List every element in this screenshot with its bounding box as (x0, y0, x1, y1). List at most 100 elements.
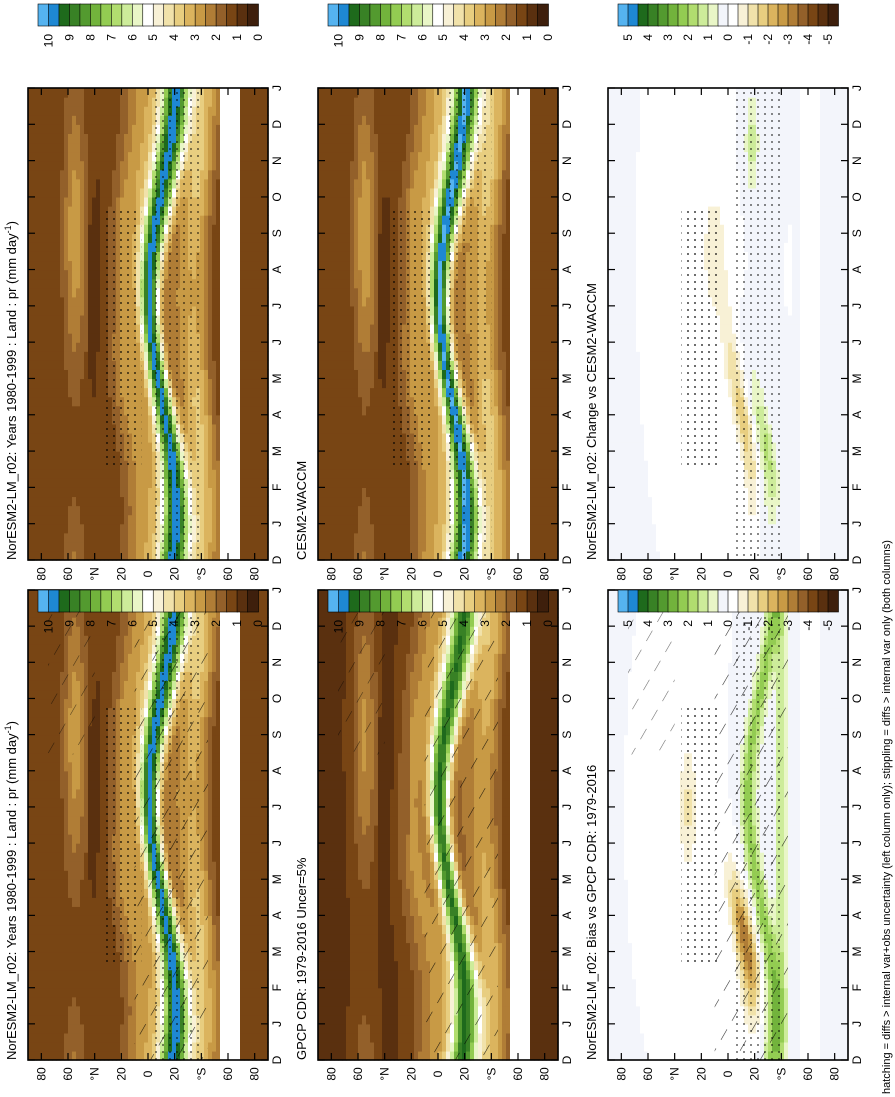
field-cell (44, 978, 49, 989)
panel-title-sup: -1 (3, 725, 13, 733)
field-cell (36, 1005, 41, 1016)
field-cell (36, 671, 41, 681)
field-cell (120, 469, 125, 479)
field-cell (80, 387, 85, 398)
field-cell (72, 888, 77, 898)
field-cell (240, 906, 245, 916)
field-cell (116, 106, 121, 116)
field-cell (132, 671, 137, 681)
field-cell (28, 142, 33, 153)
field-cell (72, 478, 77, 488)
field-cell (232, 680, 237, 691)
field-cell (208, 653, 213, 663)
field-cell (48, 305, 53, 316)
field-cell (132, 644, 137, 654)
field-cell (68, 142, 73, 153)
field-cell (216, 843, 221, 853)
field-cell (224, 843, 229, 853)
field-cell (132, 680, 137, 691)
field-cell (60, 224, 65, 234)
field-cell (28, 608, 33, 618)
field-cell (68, 825, 73, 835)
field-cell (48, 505, 53, 516)
field-cell (256, 788, 261, 799)
field-cell (28, 541, 33, 552)
field-cell (216, 888, 221, 898)
field-cell (240, 861, 245, 871)
field-cell (96, 514, 101, 525)
field-cell (148, 514, 153, 525)
field-cell (80, 305, 85, 316)
field-cell (228, 761, 233, 772)
field-cell (48, 224, 53, 234)
field-cell (64, 1041, 69, 1052)
field-cell (44, 662, 49, 672)
field-cell (88, 987, 93, 998)
field-cell (48, 369, 53, 380)
field-cell (108, 608, 113, 618)
field-cell (72, 505, 77, 516)
field-cell (64, 215, 69, 225)
field-cell (56, 834, 61, 844)
field-cell (64, 852, 69, 862)
field-cell (132, 187, 137, 198)
field-cell (96, 351, 101, 361)
field-cell (212, 689, 217, 700)
field-cell (28, 834, 33, 844)
field-cell (92, 206, 97, 216)
field-cell (40, 396, 45, 407)
field-cell (36, 278, 41, 289)
field-cell (40, 160, 45, 171)
field-cell (108, 142, 113, 153)
field-cell (96, 852, 101, 862)
field-cell (56, 342, 61, 352)
month-tick-label: A (270, 767, 284, 775)
field-cell (96, 662, 101, 672)
field-cell (36, 734, 41, 745)
field-cell (116, 514, 121, 525)
field-cell (32, 342, 37, 352)
field-cell (136, 469, 141, 479)
field-cell (56, 852, 61, 862)
field-cell (100, 987, 105, 998)
field-cell (36, 523, 41, 534)
field-cell (36, 432, 41, 443)
field-cell (256, 843, 261, 853)
field-cell (48, 324, 53, 334)
field-cell (40, 1041, 45, 1052)
field-cell (232, 608, 237, 618)
field-cell (28, 635, 33, 645)
field-cell (72, 242, 77, 252)
field-cell (220, 815, 225, 826)
field-cell (128, 1050, 133, 1061)
field-cell (80, 196, 85, 207)
field-cell (56, 278, 61, 289)
field-cell (88, 1050, 93, 1061)
field-cell (28, 269, 33, 280)
field-cell (212, 969, 217, 980)
field-cell (132, 133, 137, 144)
field-cell (32, 396, 37, 407)
field-cell (44, 626, 49, 636)
field-cell (36, 617, 41, 627)
field-cell (104, 187, 109, 198)
field-cell (220, 978, 225, 989)
field-cell (60, 169, 65, 180)
field-cell (56, 133, 61, 144)
field-cell (36, 215, 41, 225)
field-cell (88, 825, 93, 835)
field-cell (96, 378, 101, 389)
field-cell (212, 996, 217, 1007)
field-cell (32, 333, 37, 343)
field-cell (92, 933, 97, 944)
field-cell (260, 770, 265, 781)
field-cell (148, 360, 153, 370)
field-cell (76, 879, 81, 889)
field-cell (140, 333, 145, 343)
field-cell (40, 617, 45, 627)
field-cell (104, 124, 109, 134)
field-cell (36, 460, 41, 470)
field-cell (216, 1005, 221, 1016)
field-cell (136, 115, 141, 125)
field-cell (88, 396, 93, 407)
